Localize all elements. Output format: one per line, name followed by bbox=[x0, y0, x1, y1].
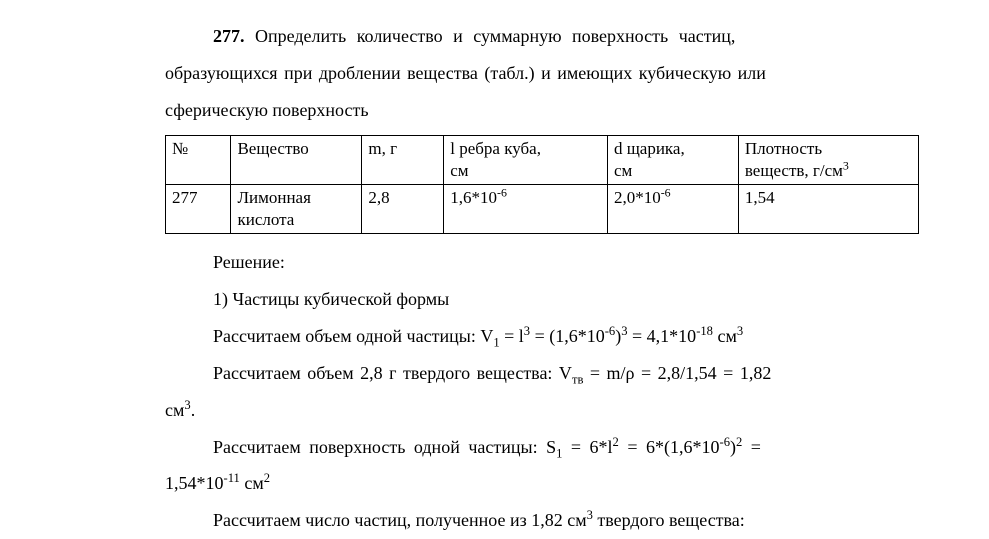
s1-g: см bbox=[240, 473, 264, 493]
vtv-b: = m/ρ = 2,8/1,54 = 1,82 bbox=[583, 363, 771, 383]
vtv-d: . bbox=[191, 400, 196, 420]
solution-n: Рассчитаем число частиц, полученное из 1… bbox=[165, 502, 919, 539]
td-cube-edge-pre: 1,6*10 bbox=[450, 188, 497, 207]
solution-s1-1: Рассчитаем поверхность одной частицы: S1… bbox=[165, 429, 919, 466]
td-substance-b: кислота bbox=[237, 210, 294, 229]
vtv-c: см bbox=[165, 400, 184, 420]
n-a: Рассчитаем число частиц, полученное из 1… bbox=[213, 510, 587, 530]
v1-f: см bbox=[713, 326, 737, 346]
th-density-a: Плотность bbox=[745, 139, 822, 158]
v1-b: = l bbox=[500, 326, 524, 346]
problem-paragraph-2: образующихся при дроблении вещества (таб… bbox=[165, 55, 919, 92]
th-number: № bbox=[166, 135, 231, 184]
data-table: № Вещество m, г l ребра куба, см d щарик… bbox=[165, 135, 919, 234]
problem-number: 277. bbox=[213, 26, 245, 46]
s1-sup4: -11 bbox=[224, 471, 240, 485]
th-substance: Вещество bbox=[231, 135, 362, 184]
solution-vtv-1: Рассчитаем объем 2,8 г твердого вещества… bbox=[165, 355, 919, 392]
vtv-a: Рассчитаем объем 2,8 г твердого вещества… bbox=[213, 363, 572, 383]
s1-sup2: -6 bbox=[720, 435, 731, 449]
td-cube-edge: 1,6*10-6 bbox=[444, 184, 608, 233]
s1-sup5: 2 bbox=[264, 471, 270, 485]
td-mass: 2,8 bbox=[362, 184, 444, 233]
s1-b: = 6*l bbox=[562, 437, 612, 457]
v1-sup4: -18 bbox=[696, 324, 713, 338]
td-substance: Лимонная кислота bbox=[231, 184, 362, 233]
document-page: 277. Определить количество и суммарную п… bbox=[0, 0, 989, 534]
td-sphere-d-pre: 2,0*10 bbox=[614, 188, 661, 207]
s1-c: = 6*(1,6*10 bbox=[619, 437, 720, 457]
td-cube-edge-sup: -6 bbox=[497, 185, 507, 199]
problem-paragraph-1: 277. Определить количество и суммарную п… bbox=[165, 18, 919, 55]
th-density-b: веществ, г/см bbox=[745, 161, 843, 180]
td-number: 277 bbox=[166, 184, 231, 233]
th-sphere-d: d щарика, см bbox=[607, 135, 738, 184]
td-substance-a: Лимонная bbox=[237, 188, 310, 207]
table-header-row: № Вещество m, г l ребра куба, см d щарик… bbox=[166, 135, 919, 184]
s1-a: Рассчитаем поверхность одной частицы: S bbox=[213, 437, 556, 457]
th-sphere-d-b: см bbox=[614, 161, 632, 180]
s1-e: = bbox=[742, 437, 761, 457]
td-density: 1,54 bbox=[738, 184, 918, 233]
solution-vtv-2: см3. bbox=[165, 392, 919, 429]
th-density-sup: 3 bbox=[843, 158, 849, 172]
problem-text-2: образующихся при дроблении вещества (таб… bbox=[165, 63, 766, 83]
td-sphere-d-sup: -6 bbox=[661, 185, 671, 199]
th-mass: m, г bbox=[362, 135, 444, 184]
th-cube-edge-b: см bbox=[450, 161, 468, 180]
th-cube-edge: l ребра куба, см bbox=[444, 135, 608, 184]
v1-sup5: 3 bbox=[737, 324, 743, 338]
table-row: 277 Лимонная кислота 2,8 1,6*10-6 2,0*10… bbox=[166, 184, 919, 233]
v1-c: = (1,6*10 bbox=[530, 326, 605, 346]
th-density: Плотность веществ, г/см3 bbox=[738, 135, 918, 184]
solution-heading: Решение: bbox=[165, 244, 919, 281]
v1-sup2: -6 bbox=[605, 324, 616, 338]
v1-a: Рассчитаем объем одной частицы: V bbox=[213, 326, 493, 346]
problem-paragraph-3: сферическую поверхность bbox=[165, 92, 919, 129]
v1-e: = 4,1*10 bbox=[628, 326, 697, 346]
th-sphere-d-a: d щарика, bbox=[614, 139, 685, 158]
th-cube-edge-a: l ребра куба, bbox=[450, 139, 541, 158]
problem-text-3: сферическую поверхность bbox=[165, 100, 369, 120]
n-b: твердого вещества: bbox=[593, 510, 745, 530]
solution-item-1: 1) Частицы кубической формы bbox=[165, 281, 919, 318]
vtv-sub1: тв bbox=[572, 372, 583, 386]
td-sphere-d: 2,0*10-6 bbox=[607, 184, 738, 233]
solution-v1: Рассчитаем объем одной частицы: V1 = l3 … bbox=[165, 318, 919, 355]
problem-text-1: Определить количество и суммарную поверх… bbox=[255, 26, 735, 46]
s1-f: 1,54*10 bbox=[165, 473, 224, 493]
solution-s1-2: 1,54*10-11 см2 bbox=[165, 465, 919, 502]
